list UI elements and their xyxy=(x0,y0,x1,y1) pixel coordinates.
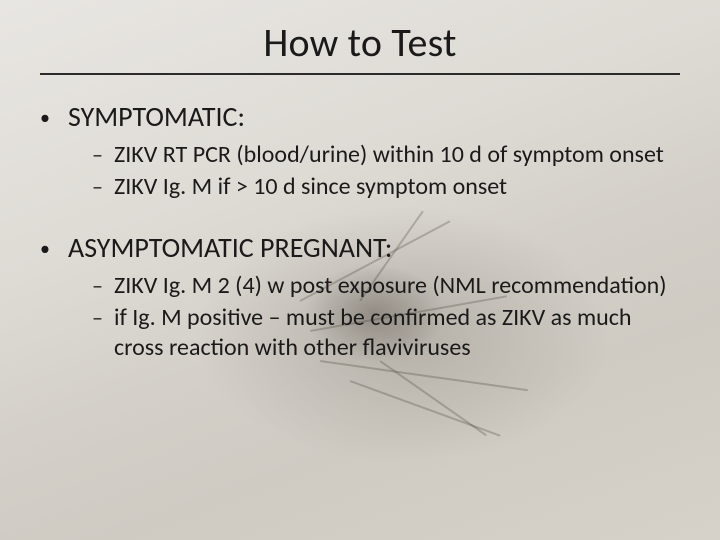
bullet-section: •ASYMPTOMATIC PREGNANT: –ZIKV Ig. M 2 (4)… xyxy=(40,230,680,363)
section-heading: SYMPTOMATIC: xyxy=(68,99,245,134)
section-heading: ASYMPTOMATIC PREGNANT: xyxy=(68,230,392,265)
bullet-dot-icon: • xyxy=(40,237,68,262)
sub-bullet-list: –ZIKV Ig. M 2 (4) w post exposure (NML r… xyxy=(40,271,680,363)
section-heading-row: •ASYMPTOMATIC PREGNANT: xyxy=(40,230,680,265)
sub-bullet-text: if Ig. M positive – must be confirmed as… xyxy=(114,303,674,363)
sub-bullet-text: ZIKV Ig. M 2 (4) w post exposure (NML re… xyxy=(114,271,666,301)
bullet-section: •SYMPTOMATIC: –ZIKV RT PCR (blood/urine) … xyxy=(40,99,680,202)
dash-bullet-icon: – xyxy=(92,304,114,332)
slide-content: How to Test •SYMPTOMATIC:–ZIKV RT PCR (b… xyxy=(0,0,720,540)
bullet-list: •SYMPTOMATIC:–ZIKV RT PCR (blood/urine) … xyxy=(40,99,680,363)
dash-bullet-icon: – xyxy=(92,173,114,201)
dash-bullet-icon: – xyxy=(92,272,114,300)
section-heading-row: •SYMPTOMATIC: xyxy=(40,99,680,134)
bullet-dot-icon: • xyxy=(40,106,68,131)
title-underline xyxy=(40,73,680,75)
dash-bullet-icon: – xyxy=(92,141,114,169)
sub-bullet-list: –ZIKV RT PCR (blood/urine) within 10 d o… xyxy=(40,140,680,202)
sub-bullet-item: –ZIKV Ig. M 2 (4) w post exposure (NML r… xyxy=(92,271,680,301)
sub-bullet-item: –ZIKV RT PCR (blood/urine) within 10 d o… xyxy=(92,140,680,170)
sub-bullet-item: –if Ig. M positive – must be confirmed a… xyxy=(92,303,680,363)
sub-bullet-text: ZIKV RT PCR (blood/urine) within 10 d of… xyxy=(114,140,664,170)
sub-bullet-item: –ZIKV Ig. M if > 10 d since symptom onse… xyxy=(92,172,680,202)
slide-title: How to Test xyxy=(40,18,680,73)
sub-bullet-text: ZIKV Ig. M if > 10 d since symptom onset xyxy=(114,172,507,202)
